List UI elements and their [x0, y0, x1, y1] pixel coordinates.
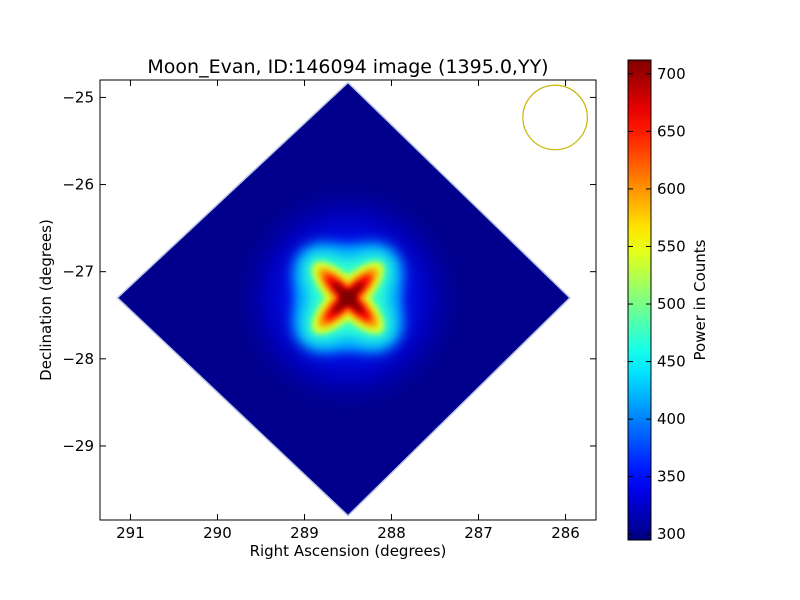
x-tick-label: 291: [116, 524, 145, 542]
y-axis-ticks: −25 −26 −27 −28 −29: [62, 88, 596, 455]
x-axis-ticks: 291 290 289 288 287 286: [116, 80, 580, 542]
colorbar-tick-label: 400: [657, 410, 686, 428]
y-tick-label: −27: [62, 263, 94, 281]
colorbar-tick-label: 600: [657, 180, 686, 198]
colorbar-tick-label: 300: [657, 525, 686, 543]
colorbar-gradient: [627, 59, 652, 541]
colorbar-tick-label: 700: [657, 65, 686, 83]
plot-frame: [99, 79, 597, 521]
peak-core: [341, 290, 355, 305]
y-tick-label: −29: [62, 437, 94, 455]
colorbar: 300 350 400 450 500 550 600 650 700: [627, 59, 686, 543]
heatmap-image: [116, 81, 571, 517]
colorbar-label: Power in Counts: [691, 239, 709, 360]
colorbar-tick-label: 550: [657, 237, 686, 255]
colorbar-tick-label: 350: [657, 468, 686, 486]
y-axis-label: Declination (degrees): [37, 219, 55, 381]
x-tick-label: 290: [203, 524, 232, 542]
colorbar-tick-label: 500: [657, 295, 686, 313]
x-tick-label: 287: [464, 524, 493, 542]
colorbar-tick-label: 450: [657, 353, 686, 371]
beam-circle: [522, 84, 588, 151]
chart-title: Moon_Evan, ID:146094 image (1395.0,YY): [147, 56, 548, 78]
x-tick-label: 288: [377, 524, 406, 542]
y-tick-label: −25: [62, 88, 94, 106]
x-axis-label: Right Ascension (degrees): [250, 542, 447, 560]
colorbar-tick-label: 650: [657, 122, 686, 140]
y-tick-label: −26: [62, 176, 94, 194]
x-tick-label: 286: [551, 524, 580, 542]
beam-layer: [522, 84, 588, 151]
x-tick-label: 289: [290, 524, 319, 542]
y-tick-label: −28: [62, 350, 94, 368]
